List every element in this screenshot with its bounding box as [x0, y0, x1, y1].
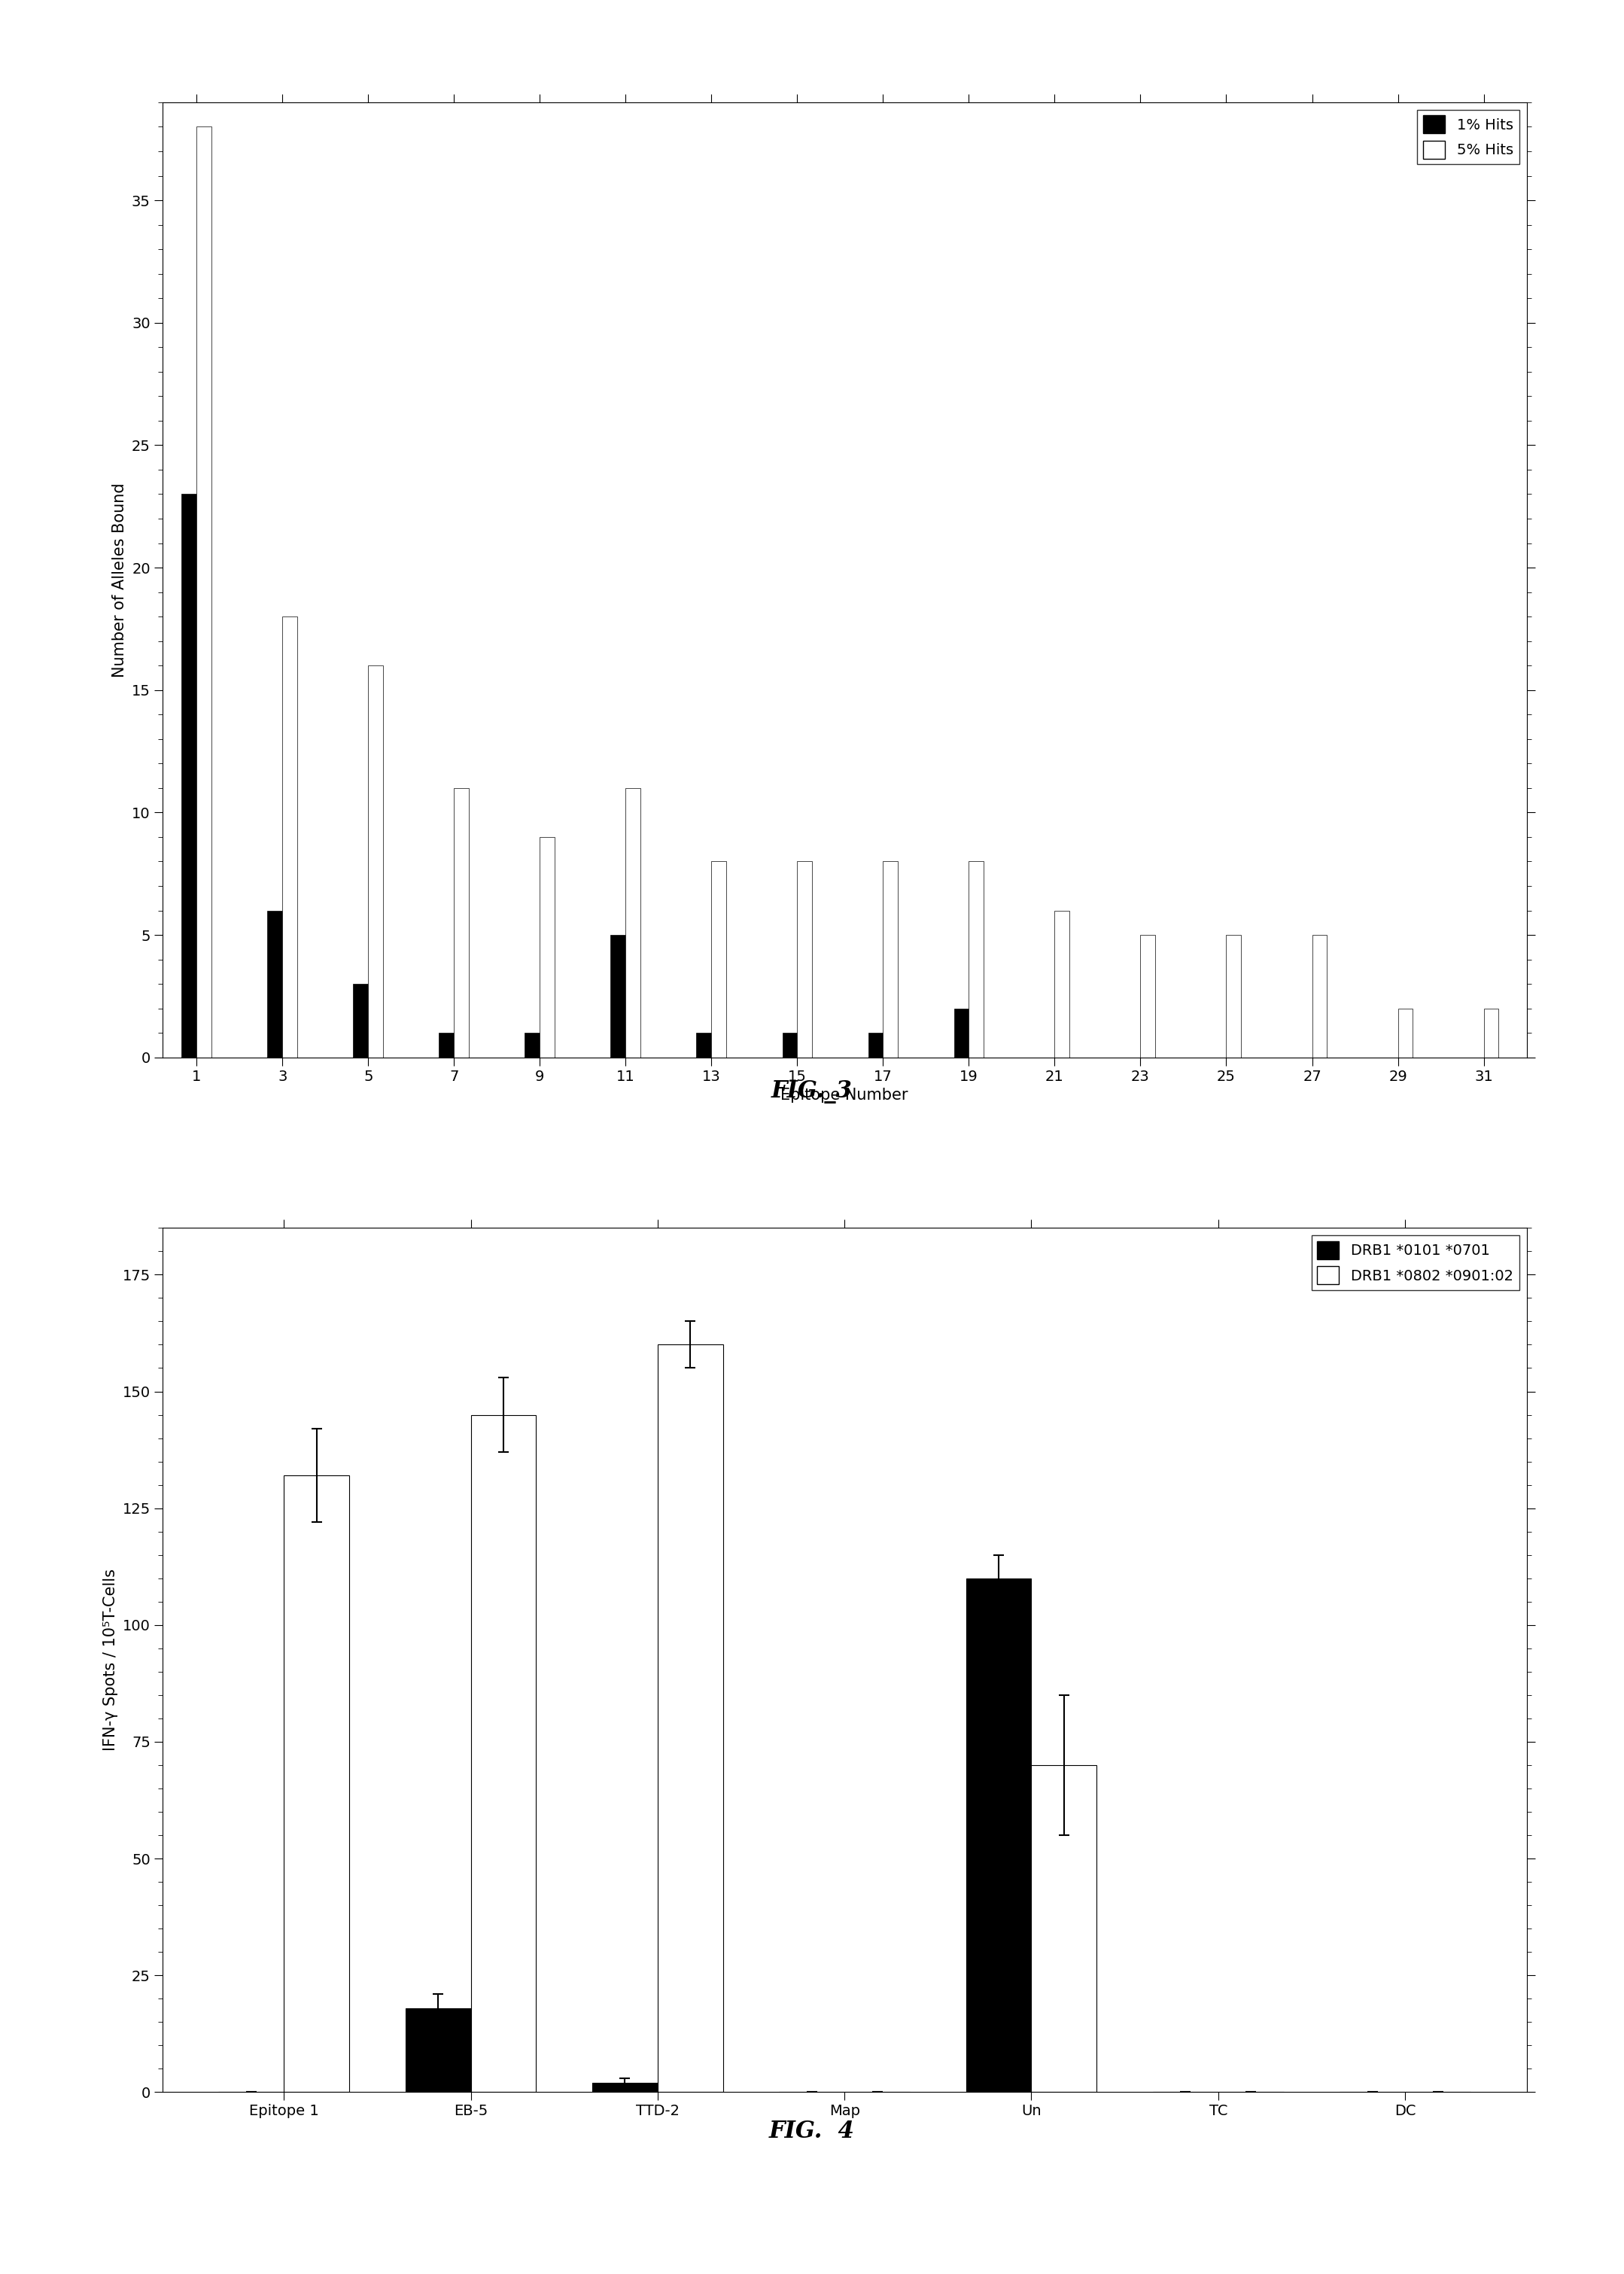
- Bar: [1484, 1007, 1499, 1057]
- Bar: [611, 935, 625, 1057]
- Bar: [369, 666, 383, 1057]
- Bar: [1398, 1007, 1413, 1057]
- Text: FIG._3: FIG._3: [771, 1080, 853, 1103]
- Y-axis label: Number of Alleles Bound: Number of Alleles Bound: [112, 482, 127, 678]
- Bar: [284, 1476, 349, 2092]
- Bar: [625, 789, 641, 1057]
- Bar: [797, 862, 812, 1057]
- X-axis label: Epitope Number: Epitope Number: [781, 1087, 908, 1103]
- Bar: [182, 493, 197, 1057]
- Bar: [283, 616, 297, 1057]
- Bar: [354, 985, 369, 1057]
- Bar: [970, 862, 984, 1057]
- Bar: [966, 1578, 1031, 2092]
- Bar: [711, 862, 726, 1057]
- Bar: [471, 1414, 536, 2092]
- Bar: [1226, 935, 1241, 1057]
- Bar: [953, 1007, 970, 1057]
- Bar: [197, 127, 211, 1057]
- Legend: 1% Hits, 5% Hits: 1% Hits, 5% Hits: [1418, 109, 1518, 164]
- Bar: [1054, 910, 1070, 1057]
- Text: FIG.  4: FIG. 4: [770, 2119, 854, 2142]
- Bar: [697, 1032, 711, 1057]
- Bar: [438, 1032, 455, 1057]
- Bar: [783, 1032, 797, 1057]
- Bar: [1312, 935, 1327, 1057]
- Bar: [406, 2008, 471, 2092]
- Bar: [883, 862, 898, 1057]
- Legend: DRB1 *0101 *0701, DRB1 *0802 *0901:02: DRB1 *0101 *0701, DRB1 *0802 *0901:02: [1311, 1235, 1518, 1289]
- Bar: [869, 1032, 883, 1057]
- Bar: [1140, 935, 1156, 1057]
- Bar: [455, 789, 469, 1057]
- Bar: [1031, 1765, 1096, 2092]
- Bar: [593, 2083, 658, 2092]
- Bar: [525, 1032, 539, 1057]
- Bar: [658, 1344, 723, 2092]
- Y-axis label: IFN-γ Spots / 10⁵T-Cells: IFN-γ Spots / 10⁵T-Cells: [102, 1569, 119, 1751]
- Bar: [539, 837, 555, 1057]
- Bar: [268, 910, 283, 1057]
